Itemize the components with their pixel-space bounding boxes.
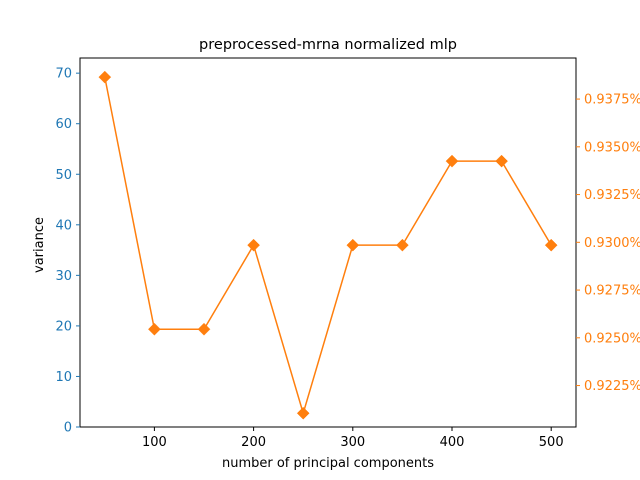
data-point bbox=[98, 70, 112, 84]
data-point bbox=[396, 238, 409, 252]
axes: 100 200 300 400 500 0 10 20 30 40 50 60 70 0.9225% 0.9… bbox=[55, 57, 640, 450]
y-right-tick-label: 0.9375% bbox=[584, 93, 640, 108]
y-tick-label: 40 bbox=[55, 218, 72, 233]
y-tick-label: 30 bbox=[55, 269, 72, 284]
y-right-tick-label: 0.9325% bbox=[584, 188, 640, 203]
y-right-tick-label: 0.9300% bbox=[584, 236, 640, 251]
y-tick-label: 70 bbox=[55, 67, 72, 82]
data-point bbox=[197, 322, 211, 336]
x-tick-label: 100 bbox=[142, 435, 167, 450]
plot-frame bbox=[79, 57, 577, 428]
x-tick-label: 200 bbox=[241, 435, 266, 450]
y-right-tick-label: 0.9250% bbox=[584, 331, 640, 346]
data-point bbox=[495, 154, 508, 168]
y-axis-title: variance bbox=[32, 217, 47, 273]
x-axis-title: number of principal components bbox=[222, 456, 434, 471]
data-point bbox=[296, 406, 310, 420]
y-right-tick-label: 0.9225% bbox=[584, 379, 640, 394]
data-point bbox=[148, 322, 161, 336]
data-point bbox=[445, 154, 459, 168]
y-tick-label: 0 bbox=[64, 421, 72, 436]
data-point bbox=[247, 238, 260, 252]
series-line bbox=[104, 76, 552, 416]
y-tick-label: 60 bbox=[55, 117, 72, 132]
x-tick-label: 400 bbox=[440, 435, 465, 450]
x-tick-label: 500 bbox=[539, 435, 564, 450]
y-tick-label: 50 bbox=[55, 168, 72, 183]
y-tick-label: 20 bbox=[55, 319, 72, 334]
y-right-tick-label: 0.9350% bbox=[584, 140, 640, 155]
plot-area bbox=[98, 70, 558, 420]
data-point bbox=[346, 238, 360, 252]
x-tick-label: 300 bbox=[340, 435, 365, 450]
data-point bbox=[544, 238, 558, 252]
y-tick-label: 10 bbox=[55, 370, 72, 385]
y-right-tick-label: 0.9275% bbox=[584, 284, 640, 299]
chart-title: preprocessed-mrna normalized mlp bbox=[199, 37, 457, 53]
